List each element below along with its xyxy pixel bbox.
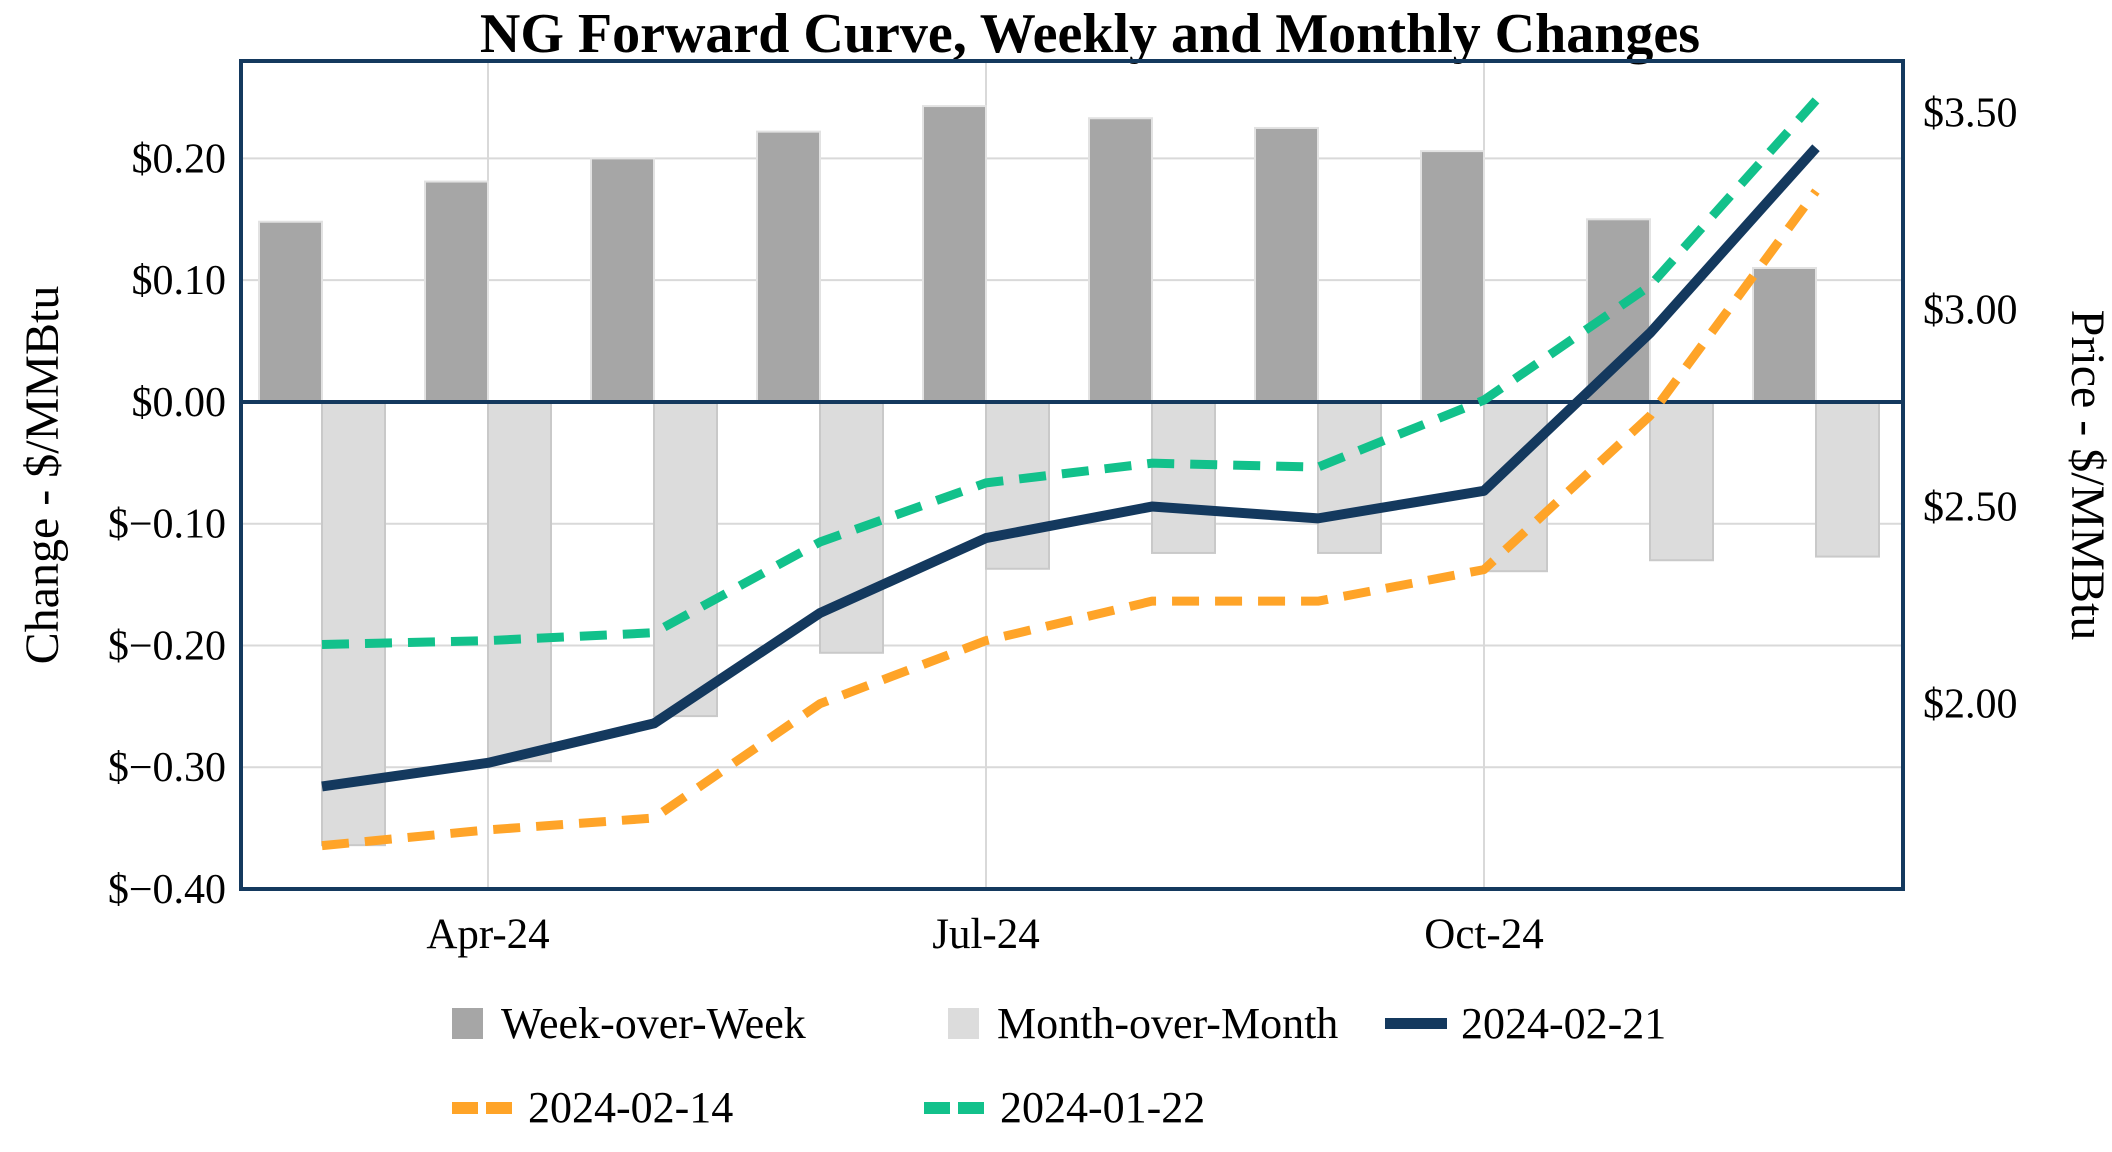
legend-label: 2024-02-21 [1461,999,1667,1048]
bar [1317,400,1382,554]
bar [1088,117,1153,403]
x-axis-ticks: Apr-24 Jul-24 Oct-24 [426,911,1543,958]
y-axis-right-tick: $2.00 [1923,682,2018,728]
bars-month-over-month [321,400,1880,847]
y-axis-right-tick: $2.50 [1923,485,2018,531]
y-axis-left-tick: $0.00 [132,380,227,426]
x-axis-tick: Apr-24 [426,911,549,958]
y-axis-left-tick: $−0.30 [108,745,226,791]
bar [1649,400,1714,562]
bar [1752,267,1817,403]
y-axis-right-title: Price - $/MMBtu [2061,310,2112,641]
y-axis-left-tick: $0.20 [132,136,227,182]
bar [922,105,987,403]
bar [424,180,489,403]
bar [321,400,386,847]
bar [1254,126,1319,403]
x-axis-tick: Oct-24 [1424,911,1543,958]
legend-item-2024-02-14: 2024-02-14 [452,1082,733,1133]
legend-label: Week-over-Week [501,999,806,1048]
legend-item-month-over-month: Month-over-Month [948,998,1338,1049]
bar [756,130,821,403]
bar [1586,218,1651,403]
solid-line-swatch [1385,1018,1447,1029]
legend-label: 2024-01-22 [1000,1083,1206,1132]
chart-title: NG Forward Curve, Weekly and Monthly Cha… [479,3,1701,65]
bar [1420,150,1485,403]
y-axis-right-ticks: $3.50 $3.00 $2.50 $2.00 [1923,90,2018,727]
legend-label: 2024-02-14 [528,1083,734,1132]
y-axis-left-tick: $0.10 [132,258,227,304]
y-axis-left-title: Change - $/MMBtu [16,286,69,665]
y-axis-left-ticks: $0.20 $0.10 $0.00 $−0.10 $−0.20 $−0.30 $−0.40 [108,136,226,913]
week-over-week-swatch [452,1008,483,1039]
line-2024-02-14 [321,188,1820,851]
bar [653,400,718,718]
line-2024-01-22 [321,97,1820,650]
y-axis-right-tick: $3.50 [1923,90,2018,136]
bar [1151,400,1216,554]
orange-dashed-swatch [452,1101,512,1114]
y-axis-right-tick: $3.00 [1923,287,2018,333]
y-axis-left-tick: $−0.20 [108,623,226,669]
x-axis-tick: Jul-24 [932,911,1040,958]
green-dashed-swatch [924,1101,984,1114]
month-over-month-swatch [948,1008,979,1039]
bar [1815,400,1880,558]
legend-item-2024-01-22: 2024-01-22 [924,1082,1205,1133]
legend-item-2024-02-21: 2024-02-21 [1385,998,1666,1049]
bar [487,400,552,763]
legend-item-week-over-week: Week-over-Week [452,998,806,1049]
legend-label: Month-over-Month [997,999,1339,1048]
plot-border [239,59,1905,891]
bar [258,220,323,403]
bars-week-over-week [258,105,1817,403]
y-axis-left-tick: $−0.10 [108,502,226,548]
y-axis-left-tick: $−0.40 [108,867,226,913]
bar [590,157,655,403]
line-2024-02-21 [321,144,1820,792]
